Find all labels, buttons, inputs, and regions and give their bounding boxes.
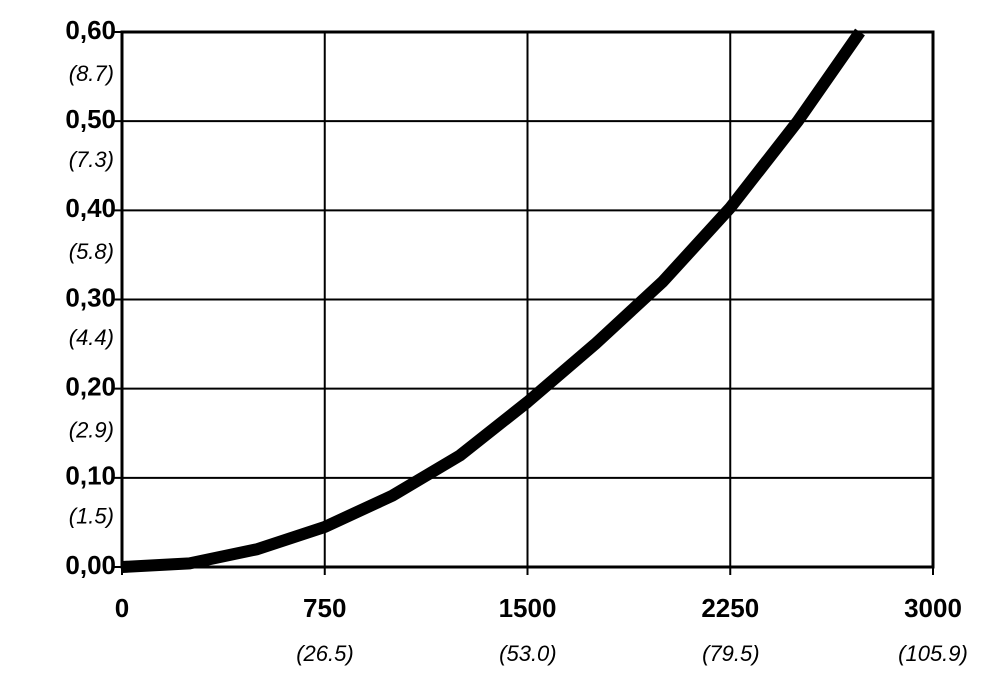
y2-tick-label: (4.4): [69, 325, 114, 350]
x-tick-label: 2250: [701, 593, 759, 623]
y-tick-label: 0,20: [65, 372, 116, 402]
y2-tick-label: (1.5): [69, 504, 114, 529]
x2-tick-label: (105.9): [898, 641, 968, 666]
y-tick-label: 0,10: [65, 461, 116, 491]
y-tick-label: 0,60: [65, 15, 116, 45]
x-tick-label: 0: [115, 593, 129, 623]
y2-tick-label: (5.8): [69, 239, 114, 264]
x-tick-label: 750: [303, 593, 346, 623]
data-line: [121, 28, 865, 573]
y-tick-label: 0,50: [65, 104, 116, 134]
y-tick-label: 0,40: [65, 193, 116, 223]
y-tick-label: 0,00: [65, 550, 116, 580]
x-tick-label: 1500: [499, 593, 557, 623]
x-tick-label: 3000: [904, 593, 962, 623]
x2-tick-label: (53.0): [499, 641, 556, 666]
x2-tick-label: (79.5): [702, 641, 759, 666]
x2-tick-label: (26.5): [296, 641, 353, 666]
y2-tick-label: (7.3): [69, 147, 114, 172]
y-tick-label: 0,30: [65, 282, 116, 312]
plot-frame: [120, 30, 935, 569]
y2-tick-label: (8.7): [69, 61, 114, 86]
y2-tick-label: (2.9): [69, 417, 114, 442]
